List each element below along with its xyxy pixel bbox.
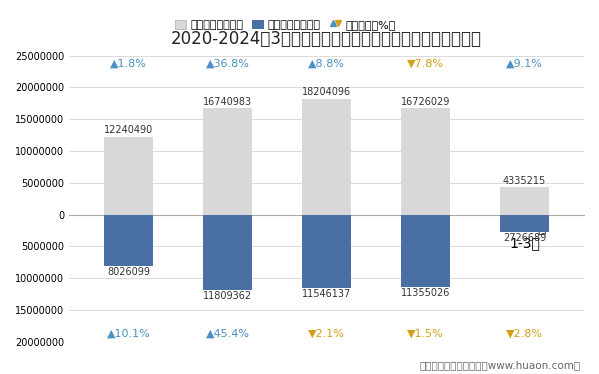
Bar (203, 108, 252, 215)
Text: ▲36.8%: ▲36.8% (205, 59, 249, 69)
Bar (302, 99, 351, 215)
Text: 12240490: 12240490 (104, 125, 153, 135)
Text: 16740983: 16740983 (203, 97, 252, 107)
Text: ▼2.1%: ▼2.1% (308, 329, 345, 338)
Text: 4335215: 4335215 (503, 176, 546, 186)
Text: ▲1.8%: ▲1.8% (110, 59, 147, 69)
Legend: 出口额（万美元）, 进口额（万美元）, 同比增长（%）: 出口额（万美元）, 进口额（万美元）, 同比增长（%） (171, 15, 400, 35)
Text: 2726689: 2726689 (503, 233, 546, 243)
Bar (401, 215, 450, 287)
Bar (203, 215, 252, 290)
Text: 18204096: 18204096 (302, 88, 351, 98)
Text: ▲10.1%: ▲10.1% (107, 329, 150, 338)
Bar (401, 108, 450, 215)
Text: 11809362: 11809362 (203, 291, 252, 301)
Text: ▲9.1%: ▲9.1% (506, 59, 543, 69)
Text: ▼1.5%: ▼1.5% (407, 329, 444, 338)
Text: ▼2.8%: ▼2.8% (506, 329, 543, 338)
Text: 制图：华经产业研究院（www.huaon.com）: 制图：华经产业研究院（www.huaon.com） (420, 360, 581, 370)
Text: 8026099: 8026099 (107, 267, 150, 277)
Text: 11355026: 11355026 (401, 288, 450, 298)
Text: 11546137: 11546137 (302, 289, 351, 299)
Bar (500, 187, 549, 215)
Bar (104, 215, 153, 266)
Text: ▲45.4%: ▲45.4% (205, 329, 250, 338)
Bar (500, 215, 549, 232)
Text: ▼7.8%: ▼7.8% (407, 59, 444, 69)
Bar (302, 215, 351, 288)
Text: ▲8.8%: ▲8.8% (308, 59, 345, 69)
Bar (104, 137, 153, 215)
Text: 16726029: 16726029 (401, 97, 450, 107)
Title: 2020-2024年3月福建省商品收发货人所在地进、出口额统计: 2020-2024年3月福建省商品收发货人所在地进、出口额统计 (171, 30, 482, 48)
